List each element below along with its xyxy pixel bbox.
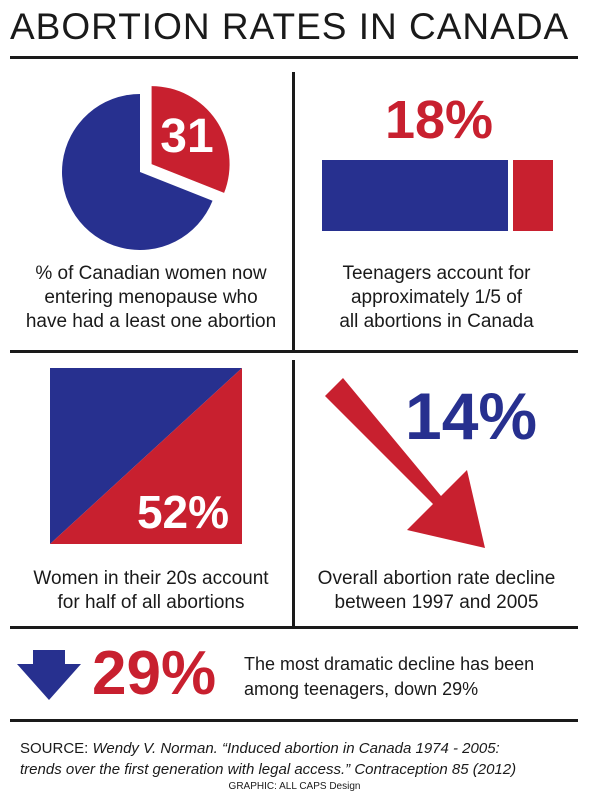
pie-value-label: 31 xyxy=(160,110,213,163)
graphic-credit: GRAPHIC: ALL CAPS Design xyxy=(228,781,361,792)
bar-segment-teenagers xyxy=(513,160,553,231)
teenagers-bar xyxy=(322,160,553,231)
pie-slice-other xyxy=(62,94,213,250)
page-title: ABORTION RATES IN CANADA xyxy=(10,6,570,47)
menopause-pie-chart: 31 xyxy=(55,80,255,250)
teen-decline-text: The most dramatic decline has been among… xyxy=(244,652,579,702)
square-half-twenties xyxy=(50,368,242,544)
caption-line: % of Canadian women now xyxy=(35,263,267,284)
caption-line: Teenagers account for xyxy=(342,263,531,284)
grid-divider-vertical-bottom xyxy=(292,360,295,626)
decline-value: 14% xyxy=(405,379,538,453)
text-line: The most dramatic decline has been xyxy=(244,654,535,674)
down-arrow-icon xyxy=(17,650,81,700)
text-line: among teenagers, down 29% xyxy=(244,679,479,699)
source-citation-line2: trends over the first generation with le… xyxy=(20,761,517,778)
teenagers-caption: Teenagers account for approximately 1/5 … xyxy=(295,262,578,334)
grid-divider-vertical-top xyxy=(292,72,295,350)
menopause-caption: % of Canadian women now entering menopau… xyxy=(10,262,292,334)
twenties-square-graphic: 52% xyxy=(50,368,242,544)
twenties-caption: Women in their 20s account for half of a… xyxy=(10,567,292,615)
title-divider xyxy=(10,56,578,59)
source-citation-line1: Wendy V. Norman. “Induced abortion in Ca… xyxy=(92,740,500,757)
source-label: SOURCE: xyxy=(20,740,89,757)
twenties-value: 52% xyxy=(137,486,229,538)
caption-line: Women in their 20s account xyxy=(33,568,269,589)
bar-segment-other xyxy=(322,160,508,231)
decline-caption: Overall abortion rate decline between 19… xyxy=(295,567,578,615)
caption-line: approximately 1/5 of xyxy=(350,287,523,308)
pie-slice-highlight xyxy=(151,86,230,193)
down-right-arrow-icon xyxy=(325,378,485,548)
caption-line: all abortions in Canada xyxy=(339,311,534,332)
caption-line: entering menopause who xyxy=(44,287,258,308)
caption-line: have had a least one abortion xyxy=(25,311,277,332)
source-divider xyxy=(10,719,578,722)
teenagers-value: 18% xyxy=(384,90,494,150)
caption-line: Overall abortion rate decline xyxy=(317,568,556,589)
caption-line: for half of all abortions xyxy=(57,592,245,613)
caption-line: between 1997 and 2005 xyxy=(334,592,539,613)
teen-decline-value: 29% xyxy=(92,639,217,708)
source-note: SOURCE: Wendy V. Norman. “Induced aborti… xyxy=(20,738,575,780)
grid-divider-bottom xyxy=(10,626,578,629)
grid-divider-middle xyxy=(10,350,578,353)
